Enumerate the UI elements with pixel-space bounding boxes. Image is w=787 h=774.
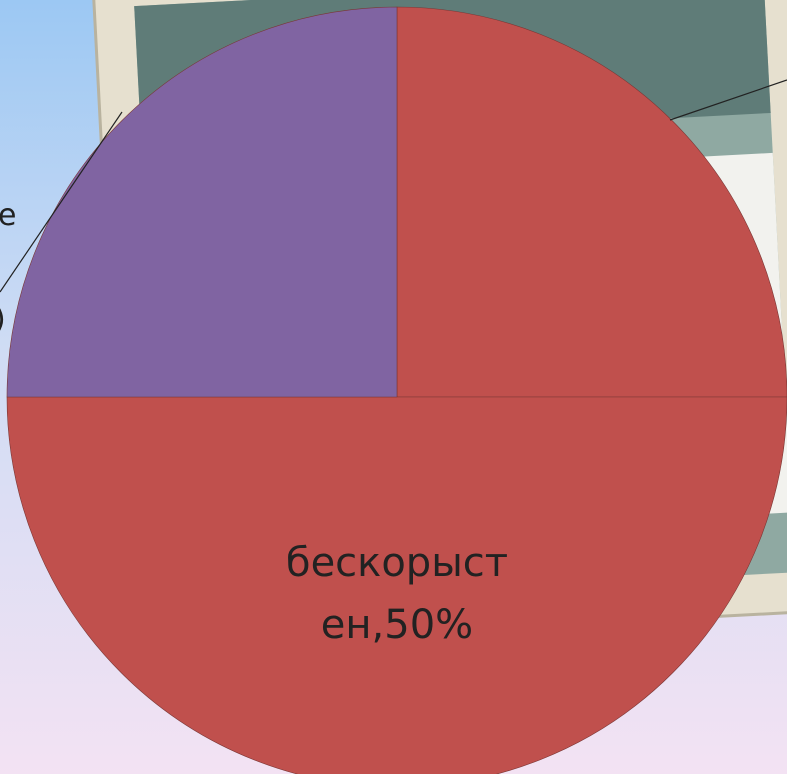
pie-slice	[6, 6, 398, 398]
leader-line	[669, 79, 787, 121]
leader-line	[0, 111, 123, 293]
cut-label: е	[0, 198, 17, 233]
cut-label: )	[0, 302, 6, 337]
data-label: бескорыст ен,50%	[285, 540, 509, 648]
pie-slice	[6, 396, 787, 774]
pie-slice	[396, 6, 787, 398]
